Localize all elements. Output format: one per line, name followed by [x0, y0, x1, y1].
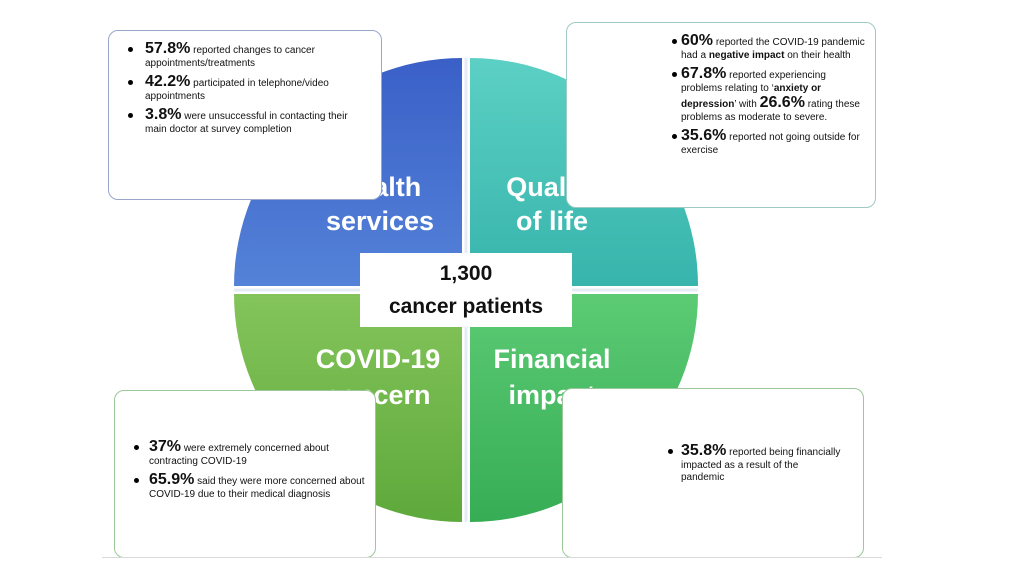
list-item: 67.8% reported experiencing problems rel… [663, 66, 867, 124]
financial-title-line1: Financial [493, 344, 610, 374]
list-item: 37% were extremely concerned about contr… [125, 439, 365, 468]
financial-impact-list: 35.8% reported being financially impacte… [659, 443, 841, 485]
list-item: 3.8% were unsuccessful in contacting the… [119, 107, 371, 136]
list-item: 65.9% said they were more concerned abou… [125, 472, 365, 501]
financial-impact-box: 35.8% reported being financially impacte… [562, 388, 864, 558]
covid-title-line1: COVID-19 [316, 344, 441, 374]
health-services-list: 57.8% reported changes to cancer appoint… [119, 41, 371, 136]
quality-title-line2: of life [516, 206, 588, 236]
health-title-line2: services [326, 206, 434, 236]
list-item: 35.8% reported being financially impacte… [659, 443, 841, 485]
quality-of-life-list: 60% reported the COVID-19 pandemic had a… [663, 33, 867, 157]
center-label: 1,300 cancer patients [360, 253, 572, 327]
list-item: 42.2% participated in telephone/video ap… [119, 74, 371, 103]
covid-concern-box: 37% were extremely concerned about contr… [114, 390, 376, 558]
bottom-divider [102, 557, 882, 558]
health-services-box: 57.8% reported changes to cancer appoint… [108, 30, 382, 200]
covid-concern-list: 37% were extremely concerned about contr… [125, 439, 365, 501]
center-count: 1,300 [439, 262, 493, 285]
list-item: 35.6% reported not going outside for exe… [663, 128, 867, 157]
list-item: 57.8% reported changes to cancer appoint… [119, 41, 371, 70]
quality-of-life-box: 60% reported the COVID-19 pandemic had a… [566, 22, 876, 208]
center-caption: cancer patients [388, 295, 544, 318]
list-item: 60% reported the COVID-19 pandemic had a… [663, 33, 867, 62]
